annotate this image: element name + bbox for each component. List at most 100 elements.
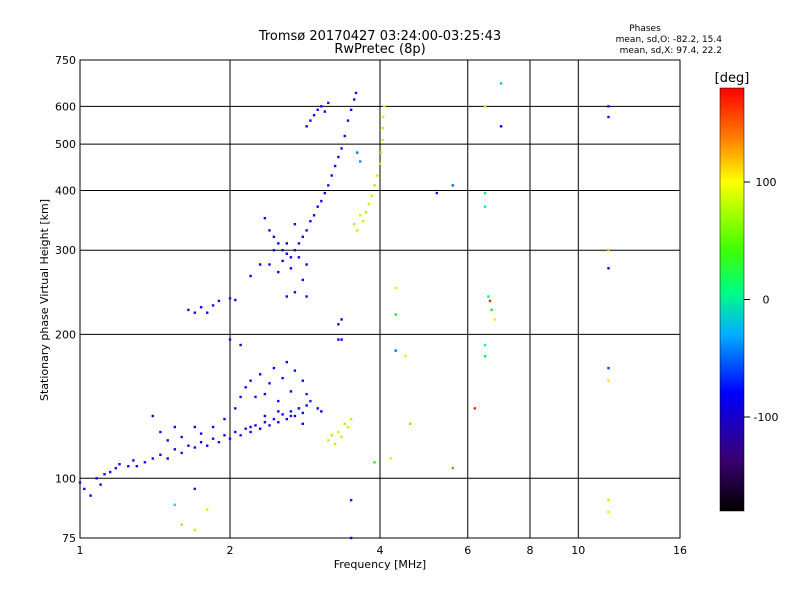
data-point [289, 390, 293, 393]
data-point [490, 308, 493, 312]
data-point [607, 379, 610, 382]
data-point [297, 407, 301, 410]
data-point [285, 252, 288, 255]
data-point [337, 430, 340, 434]
data-point [293, 291, 297, 294]
data-point [244, 386, 247, 389]
data-point [607, 366, 610, 370]
data-point [349, 536, 353, 540]
data-point [83, 487, 86, 491]
data-point [394, 313, 397, 316]
data-point [151, 414, 154, 418]
data-point [285, 295, 288, 298]
data-point [320, 410, 323, 413]
data-point [272, 249, 276, 252]
data-point [239, 343, 242, 347]
data-point [206, 444, 209, 447]
data-point [488, 299, 492, 303]
data-point [173, 425, 176, 429]
data-point [281, 376, 284, 380]
data-point [293, 223, 297, 226]
data-point [211, 437, 215, 440]
data-point [297, 256, 301, 259]
phase-colorbar: [deg] [715, 71, 749, 512]
data-point [353, 223, 356, 226]
data-point [234, 298, 237, 302]
data-point [349, 417, 353, 421]
data-point [312, 114, 316, 117]
data-point [499, 125, 503, 128]
data-point [337, 338, 340, 341]
y-tick-label: 600 [55, 100, 76, 113]
data-point [340, 147, 343, 150]
data-point [223, 417, 226, 421]
data-point [349, 108, 353, 111]
data-point [268, 263, 271, 266]
data-point [483, 343, 487, 347]
data-point [277, 242, 280, 245]
data-point [211, 304, 215, 307]
data-point [330, 174, 333, 177]
data-point [289, 410, 293, 413]
y-tick-label: 400 [55, 184, 76, 197]
data-point [281, 413, 284, 416]
data-point [346, 119, 350, 122]
data-point [109, 470, 112, 474]
data-point [244, 427, 247, 430]
series-group [353, 105, 386, 232]
data-point [114, 467, 117, 470]
y-tick-label: 750 [55, 54, 76, 67]
data-point [143, 461, 147, 464]
data-point [309, 220, 312, 223]
y-tick-labels: 75 100 200 300 400 500 600 750 [55, 54, 76, 545]
data-point [249, 274, 252, 278]
data-point [193, 487, 196, 491]
data-point [223, 434, 226, 437]
data-point [239, 395, 242, 399]
data-point [187, 308, 190, 312]
data-point [277, 399, 280, 403]
data-point [180, 435, 183, 439]
data-point [159, 453, 162, 456]
data-point [305, 392, 308, 396]
data-point [234, 407, 237, 410]
data-point [483, 105, 487, 108]
data-point [228, 338, 232, 341]
series-group [151, 82, 610, 540]
data-point [327, 439, 330, 442]
y-tick-label: 500 [55, 138, 76, 151]
data-point [268, 382, 271, 385]
data-point [180, 451, 183, 455]
data-point [320, 199, 323, 203]
data-point [356, 151, 359, 154]
data-point [289, 256, 293, 259]
data-point [263, 421, 267, 424]
data-point [435, 191, 438, 195]
data-point [127, 465, 130, 468]
data-point [337, 155, 340, 159]
data-point [285, 417, 288, 421]
data-point [330, 434, 333, 437]
data-point [340, 318, 343, 321]
data-point [254, 395, 257, 399]
data-point [199, 432, 203, 435]
data-point [327, 184, 330, 187]
data-point [359, 160, 362, 163]
data-point [95, 477, 98, 480]
data-point [132, 459, 135, 462]
data-point [316, 205, 319, 208]
data-point [297, 242, 301, 245]
data-point [301, 422, 304, 425]
x-tick-label: 10 [571, 544, 585, 557]
data-point [353, 98, 356, 101]
series-group [268, 91, 358, 259]
data-point [159, 430, 162, 434]
data-point [607, 105, 610, 108]
series-group [305, 101, 362, 341]
colorbar-tick-label: 0 [763, 294, 770, 307]
data-point [394, 286, 397, 290]
data-point [473, 407, 476, 410]
data-point [389, 457, 392, 460]
data-point [333, 442, 337, 446]
data-point [259, 427, 262, 430]
